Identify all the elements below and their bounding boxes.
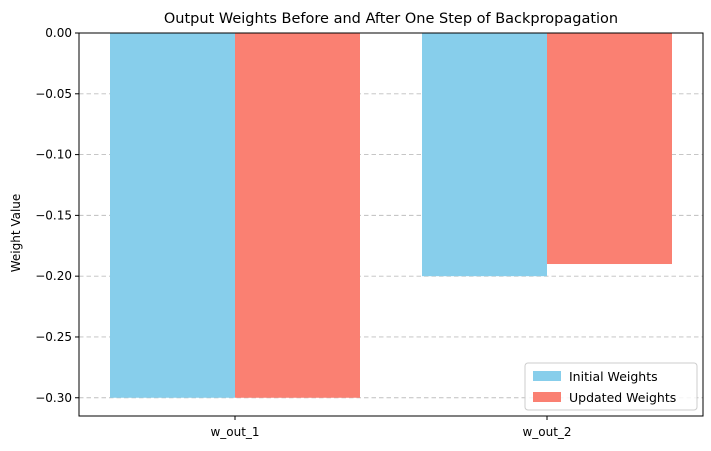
y-tick-label: −0.25 <box>35 330 72 344</box>
x-tick-label: w_out_1 <box>210 425 259 439</box>
y-tick-label: −0.10 <box>35 148 72 162</box>
legend-box <box>524 362 698 411</box>
y-tick-label: 0.00 <box>45 26 72 40</box>
legend: Initial Weights Updated Weights <box>524 362 698 411</box>
y-tick-label: −0.15 <box>35 208 72 222</box>
chart-title: Output Weights Before and After One Step… <box>164 11 618 27</box>
y-axis-label: Weight Value <box>9 194 23 273</box>
bar-updated-w_out_1 <box>235 33 360 398</box>
legend-swatch <box>533 371 561 381</box>
y-tick-label: −0.05 <box>35 87 72 101</box>
bars-group <box>110 33 672 398</box>
legend-label: Initial Weights <box>569 369 658 384</box>
y-tick-label: −0.30 <box>35 391 72 405</box>
bar-initial-w_out_2 <box>422 33 547 277</box>
bar-updated-w_out_2 <box>547 33 672 265</box>
legend-swatch <box>533 392 561 402</box>
legend-label: Updated Weights <box>569 390 676 405</box>
x-axis-ticks: w_out_1 w_out_2 <box>210 416 572 439</box>
bar-initial-w_out_1 <box>110 33 235 398</box>
y-tick-label: −0.20 <box>35 269 72 283</box>
plot-frame <box>78 32 704 417</box>
x-tick-label: w_out_2 <box>522 425 571 439</box>
y-axis-ticks: 0.00 −0.05 −0.10 −0.15 −0.20 −0.25 −0.30 <box>35 26 79 405</box>
